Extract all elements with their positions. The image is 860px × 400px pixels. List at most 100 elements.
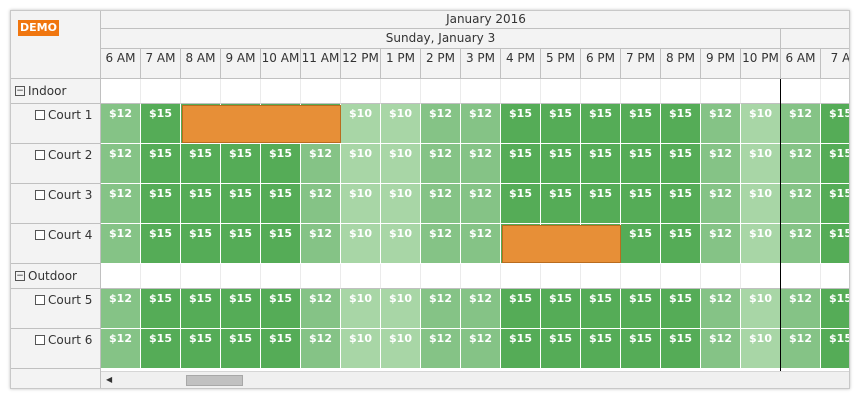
price-cell[interactable]: $12 [781,184,821,224]
price-cell[interactable]: $10 [381,329,421,369]
price-cell[interactable]: $15 [221,289,261,329]
resource-row-court-5[interactable]: Court 5 [11,289,100,329]
price-cell[interactable]: $10 [741,104,781,144]
price-cell[interactable]: $12 [781,289,821,329]
group-header-outdoor[interactable]: − Outdoor [11,264,100,289]
price-cell[interactable]: $15 [581,104,621,144]
price-cell[interactable]: $15 [621,329,661,369]
price-cell[interactable]: $15 [181,289,221,329]
price-cell[interactable]: $12 [421,184,461,224]
price-cell[interactable]: $12 [461,224,501,264]
price-cell[interactable]: $12 [101,144,141,184]
price-cell[interactable]: $15 [821,144,849,184]
price-cell[interactable]: $12 [461,329,501,369]
price-cell[interactable]: $15 [581,289,621,329]
price-cell[interactable]: $10 [741,329,781,369]
price-cell[interactable]: $15 [181,329,221,369]
price-cell[interactable]: $15 [221,184,261,224]
price-cell[interactable]: $12 [301,329,341,369]
price-cell[interactable]: $15 [661,224,701,264]
price-cell[interactable]: $10 [741,289,781,329]
price-cell[interactable]: $15 [141,289,181,329]
price-cell[interactable]: $15 [541,289,581,329]
price-cell[interactable]: $12 [301,224,341,264]
price-cell[interactable]: $12 [421,224,461,264]
price-cell[interactable]: $15 [261,289,301,329]
price-cell[interactable]: $15 [661,329,701,369]
price-cell[interactable]: $15 [621,144,661,184]
price-cell[interactable]: $15 [141,104,181,144]
checkbox[interactable] [35,109,45,120]
price-cell[interactable]: $15 [661,144,701,184]
price-cell[interactable]: $15 [221,144,261,184]
horizontal-scrollbar[interactable]: ◀ [101,371,849,388]
price-cell[interactable]: $12 [101,104,141,144]
price-cell[interactable]: $12 [301,184,341,224]
price-cell[interactable]: $12 [701,184,741,224]
scrollbar-thumb[interactable] [186,375,243,386]
price-cell[interactable]: $12 [421,144,461,184]
price-cell[interactable]: $12 [701,104,741,144]
checkbox[interactable] [35,294,45,305]
price-cell[interactable]: $15 [821,329,849,369]
reservation-event[interactable] [502,225,621,263]
price-cell[interactable]: $15 [821,184,849,224]
price-cell[interactable]: $12 [461,104,501,144]
price-cell[interactable]: $15 [621,289,661,329]
price-cell[interactable]: $15 [181,184,221,224]
price-cell[interactable]: $12 [701,144,741,184]
price-cell[interactable]: $15 [621,224,661,264]
price-cell[interactable]: $15 [541,144,581,184]
price-cell[interactable]: $15 [581,144,621,184]
price-cell[interactable]: $15 [661,289,701,329]
price-cell[interactable]: $12 [781,144,821,184]
price-cell[interactable]: $15 [261,329,301,369]
price-cell[interactable]: $10 [381,144,421,184]
price-cell[interactable]: $12 [461,289,501,329]
price-cell[interactable]: $15 [181,224,221,264]
price-cell[interactable]: $10 [741,184,781,224]
price-cell[interactable]: $15 [141,184,181,224]
checkbox[interactable] [35,229,45,240]
price-cell[interactable]: $15 [821,224,849,264]
price-cell[interactable]: $12 [461,144,501,184]
price-cell[interactable]: $15 [501,144,541,184]
price-cell[interactable]: $15 [501,329,541,369]
price-cell[interactable]: $10 [381,104,421,144]
price-cell[interactable]: $15 [501,184,541,224]
price-cell[interactable]: $10 [341,144,381,184]
collapse-icon[interactable]: − [15,85,25,96]
price-cell[interactable]: $10 [341,104,381,144]
price-cell[interactable]: $15 [261,224,301,264]
price-cell[interactable]: $10 [341,224,381,264]
price-cell[interactable]: $15 [661,104,701,144]
price-cell[interactable]: $15 [821,104,849,144]
collapse-icon[interactable]: − [15,270,25,281]
price-cell[interactable]: $15 [541,329,581,369]
price-cell[interactable]: $15 [621,104,661,144]
price-cell[interactable]: $12 [101,224,141,264]
price-cell[interactable]: $10 [341,329,381,369]
price-cell[interactable]: $10 [381,224,421,264]
price-cell[interactable]: $15 [501,104,541,144]
price-cell[interactable]: $12 [301,144,341,184]
price-cell[interactable]: $12 [101,289,141,329]
checkbox[interactable] [35,149,45,160]
resource-row-court-4[interactable]: Court 4 [11,224,100,264]
price-cell[interactable]: $10 [741,224,781,264]
left-arrow-icon[interactable]: ◀ [106,375,113,384]
price-cell[interactable]: $12 [781,104,821,144]
price-cell[interactable]: $10 [381,184,421,224]
price-cell[interactable]: $12 [101,329,141,369]
price-cell[interactable]: $15 [621,184,661,224]
price-cell[interactable]: $12 [701,289,741,329]
price-cell[interactable]: $10 [381,289,421,329]
price-cell[interactable]: $15 [661,184,701,224]
price-cell[interactable]: $15 [261,144,301,184]
price-cell[interactable]: $12 [781,224,821,264]
price-cell[interactable]: $15 [141,224,181,264]
price-cell[interactable]: $15 [141,144,181,184]
price-cell[interactable]: $12 [421,104,461,144]
price-cell[interactable]: $15 [541,104,581,144]
price-cell[interactable]: $12 [421,329,461,369]
